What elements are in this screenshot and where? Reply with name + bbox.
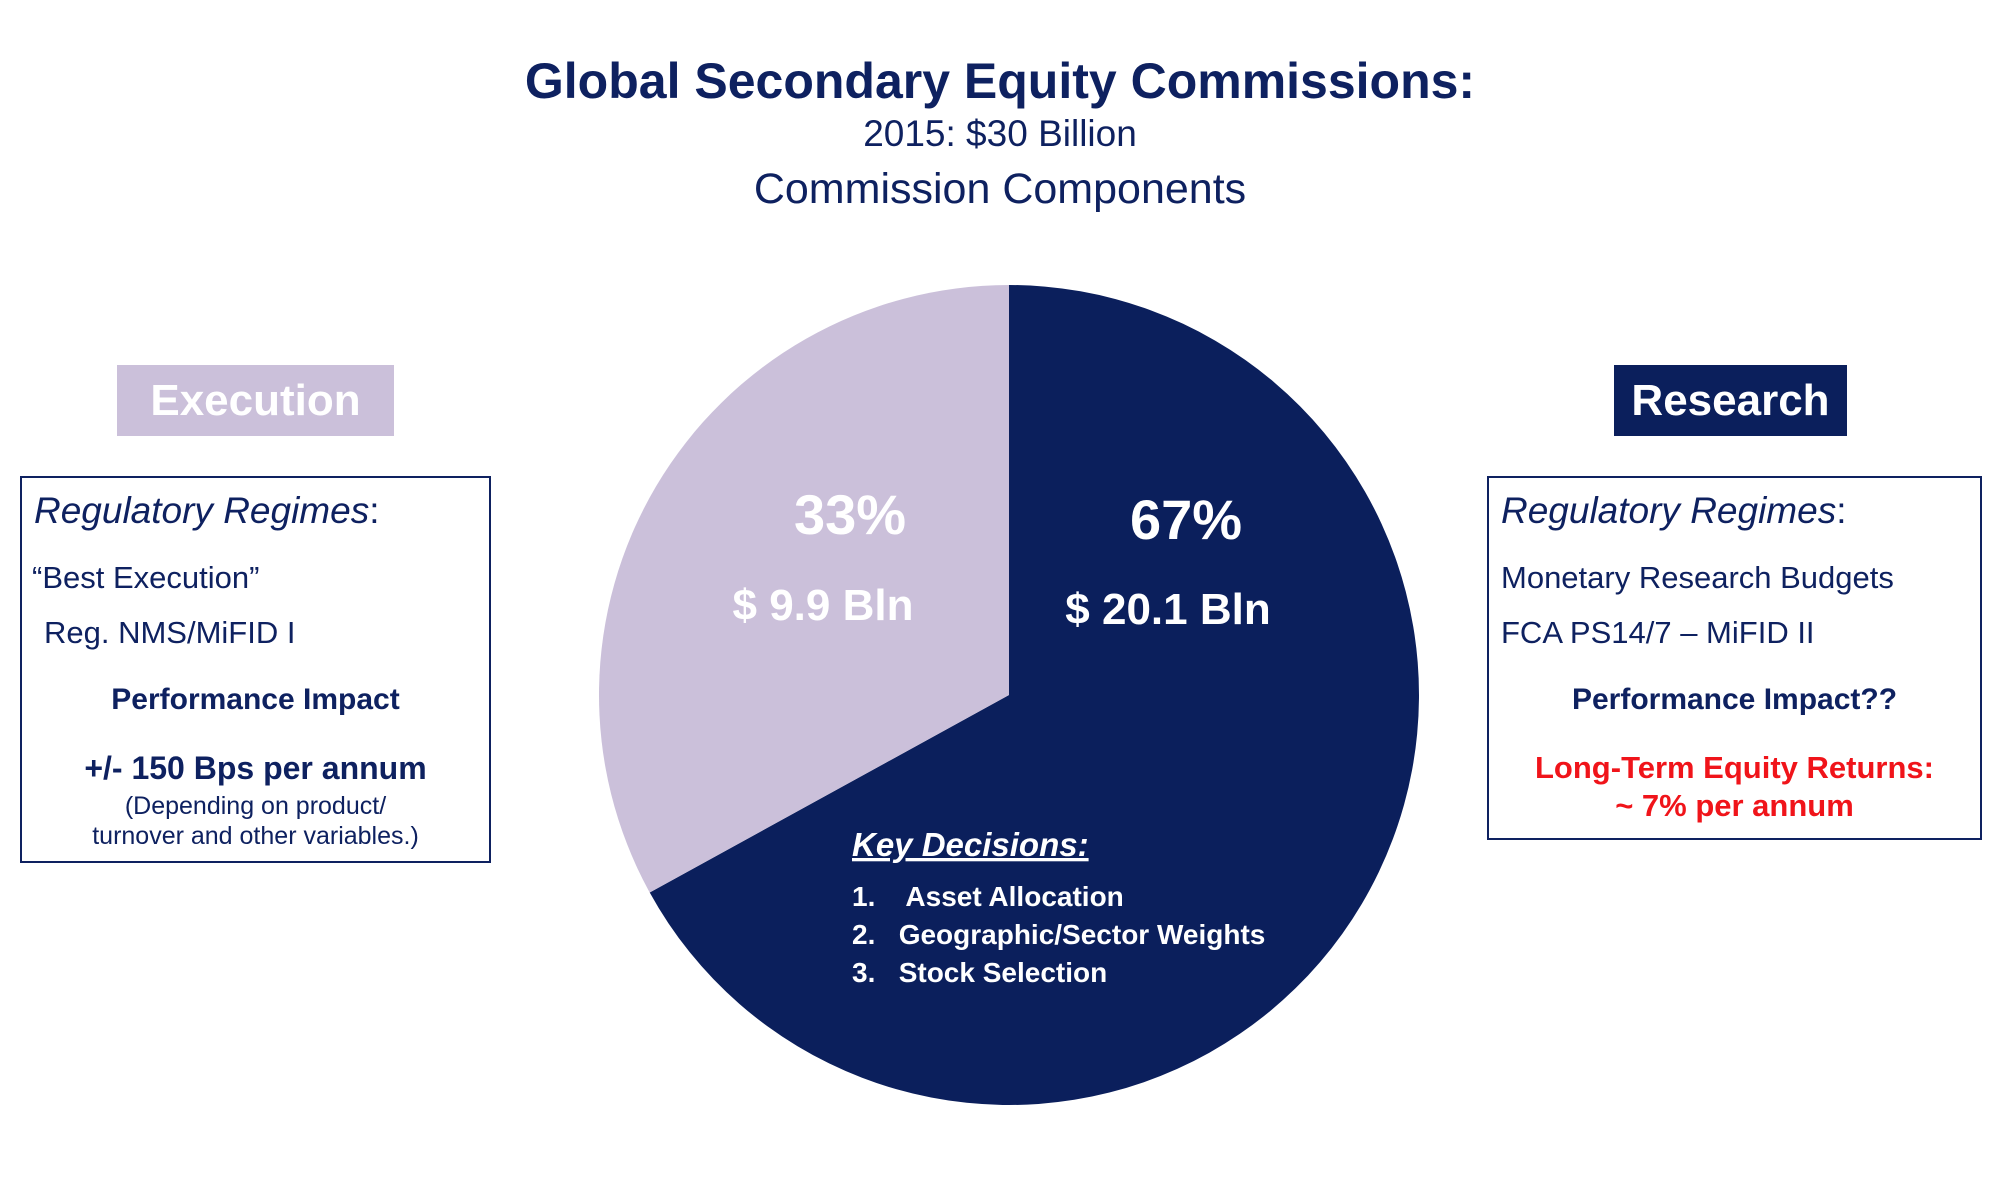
key-decisions-title: Key Decisions:: [852, 826, 1089, 863]
research-returns-line2: ~ 7% per annum: [1615, 788, 1854, 823]
chart-subtitle-components: Commission Components: [753, 165, 1247, 213]
key-decision-item: 1. Asset Allocation: [852, 881, 1124, 912]
slice-value-label-execution: $ 9.9 Bln: [733, 581, 914, 630]
key-decision-item: 3. Stock Selection: [852, 957, 1107, 988]
slice-percent-label-research: 67%: [1130, 488, 1242, 551]
chart-subtitle: 2015: $30 Billion: [863, 113, 1137, 154]
research-impact-title: Performance Impact??: [1571, 683, 1898, 716]
research-info-box: Regulatory Regimes: Monetary Research Bu…: [1487, 476, 1982, 840]
research-regime-line1: Monetary Research Budgets: [1501, 560, 1894, 595]
execution-label: Execution: [117, 365, 394, 436]
research-returns-line1: Long-Term Equity Returns:: [1535, 750, 1934, 785]
execution-regime-line1: “Best Execution”: [32, 560, 260, 595]
research-regime-line2: FCA PS14/7 – MiFID II: [1501, 615, 1815, 650]
pie-slice-research: [649, 285, 1419, 1105]
pie-slice-execution: [599, 285, 1009, 893]
chart-title: Global Secondary Equity Commissions:: [524, 53, 1476, 109]
execution-info-box: Regulatory Regimes: “Best Execution” Reg…: [20, 476, 491, 863]
execution-regime-line2: Reg. NMS/MiFID I: [44, 615, 296, 650]
research-label: Research: [1614, 365, 1847, 436]
execution-note-line2: turnover and other variables.): [92, 822, 419, 850]
execution-regimes-heading: Regulatory Regimes:: [34, 490, 380, 531]
slice-value-label-research: $ 20.1 Bln: [1065, 585, 1270, 634]
research-regimes-heading: Regulatory Regimes:: [1501, 490, 1847, 531]
key-decision-item: 2. Geographic/Sector Weights: [852, 919, 1265, 950]
execution-impact-value: +/- 150 Bps per annum: [84, 750, 427, 786]
execution-impact-title: Performance Impact: [111, 683, 400, 716]
execution-note-line1: (Depending on product/: [124, 792, 387, 820]
slice-percent-label-execution: 33%: [794, 483, 906, 546]
